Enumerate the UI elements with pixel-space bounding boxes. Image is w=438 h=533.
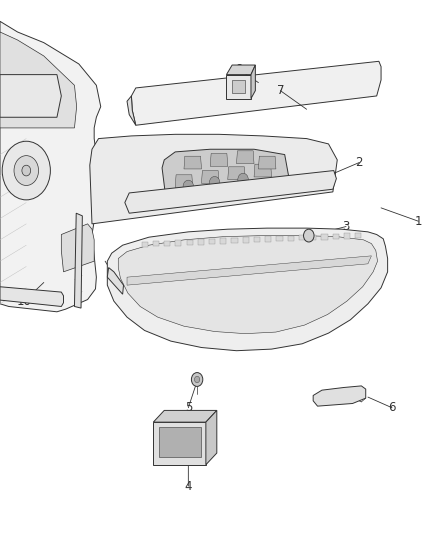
Polygon shape (251, 65, 255, 99)
Bar (310, 235, 316, 240)
Bar (159, 427, 201, 457)
Polygon shape (210, 154, 228, 166)
Bar (209, 239, 215, 244)
Polygon shape (0, 75, 61, 117)
Bar (187, 240, 193, 245)
Bar (332, 233, 339, 239)
Bar (141, 241, 148, 247)
Polygon shape (175, 175, 193, 188)
Polygon shape (74, 213, 82, 308)
Bar (288, 236, 294, 241)
Bar (276, 236, 283, 241)
Polygon shape (258, 156, 276, 169)
Polygon shape (313, 386, 366, 406)
Polygon shape (0, 287, 64, 306)
Polygon shape (127, 96, 136, 125)
Polygon shape (107, 228, 388, 351)
Polygon shape (0, 21, 101, 312)
Text: 4: 4 (184, 480, 192, 492)
Circle shape (183, 180, 194, 193)
Bar (198, 239, 204, 245)
Bar (232, 238, 238, 243)
Polygon shape (90, 134, 337, 224)
Bar (243, 237, 249, 243)
Polygon shape (153, 410, 217, 422)
Polygon shape (125, 171, 336, 213)
Bar (220, 238, 226, 244)
Text: 2: 2 (355, 156, 363, 169)
Bar (232, 80, 245, 93)
Bar (299, 235, 305, 240)
Circle shape (191, 373, 203, 386)
Text: 9: 9 (114, 276, 122, 289)
Polygon shape (237, 151, 254, 164)
Polygon shape (162, 149, 289, 203)
Polygon shape (228, 167, 245, 180)
Text: 3: 3 (343, 220, 350, 233)
Polygon shape (201, 171, 219, 183)
Polygon shape (226, 65, 255, 75)
Text: 5: 5 (185, 401, 192, 414)
Bar (254, 237, 260, 243)
Polygon shape (127, 256, 371, 285)
Text: 7: 7 (276, 84, 284, 97)
Polygon shape (226, 75, 251, 99)
Polygon shape (61, 224, 94, 272)
Bar (153, 422, 206, 465)
Polygon shape (184, 156, 201, 169)
Circle shape (194, 376, 200, 383)
Bar (265, 237, 271, 242)
Circle shape (209, 176, 220, 189)
Bar (175, 240, 181, 246)
Bar (164, 241, 170, 246)
Bar (153, 241, 159, 246)
Polygon shape (254, 164, 272, 177)
Circle shape (238, 173, 248, 186)
Text: 8: 8 (235, 63, 242, 76)
Polygon shape (118, 236, 378, 334)
Polygon shape (107, 268, 124, 294)
Circle shape (22, 165, 31, 176)
Circle shape (2, 141, 50, 200)
Text: 10: 10 (17, 295, 32, 308)
Polygon shape (131, 61, 381, 125)
Text: 6: 6 (388, 401, 396, 414)
Bar (321, 234, 328, 239)
Circle shape (304, 229, 314, 242)
Text: 1: 1 (414, 215, 422, 228)
Polygon shape (206, 410, 217, 465)
Bar (344, 233, 350, 239)
Polygon shape (0, 32, 77, 128)
Bar (355, 233, 361, 238)
Circle shape (14, 156, 39, 185)
